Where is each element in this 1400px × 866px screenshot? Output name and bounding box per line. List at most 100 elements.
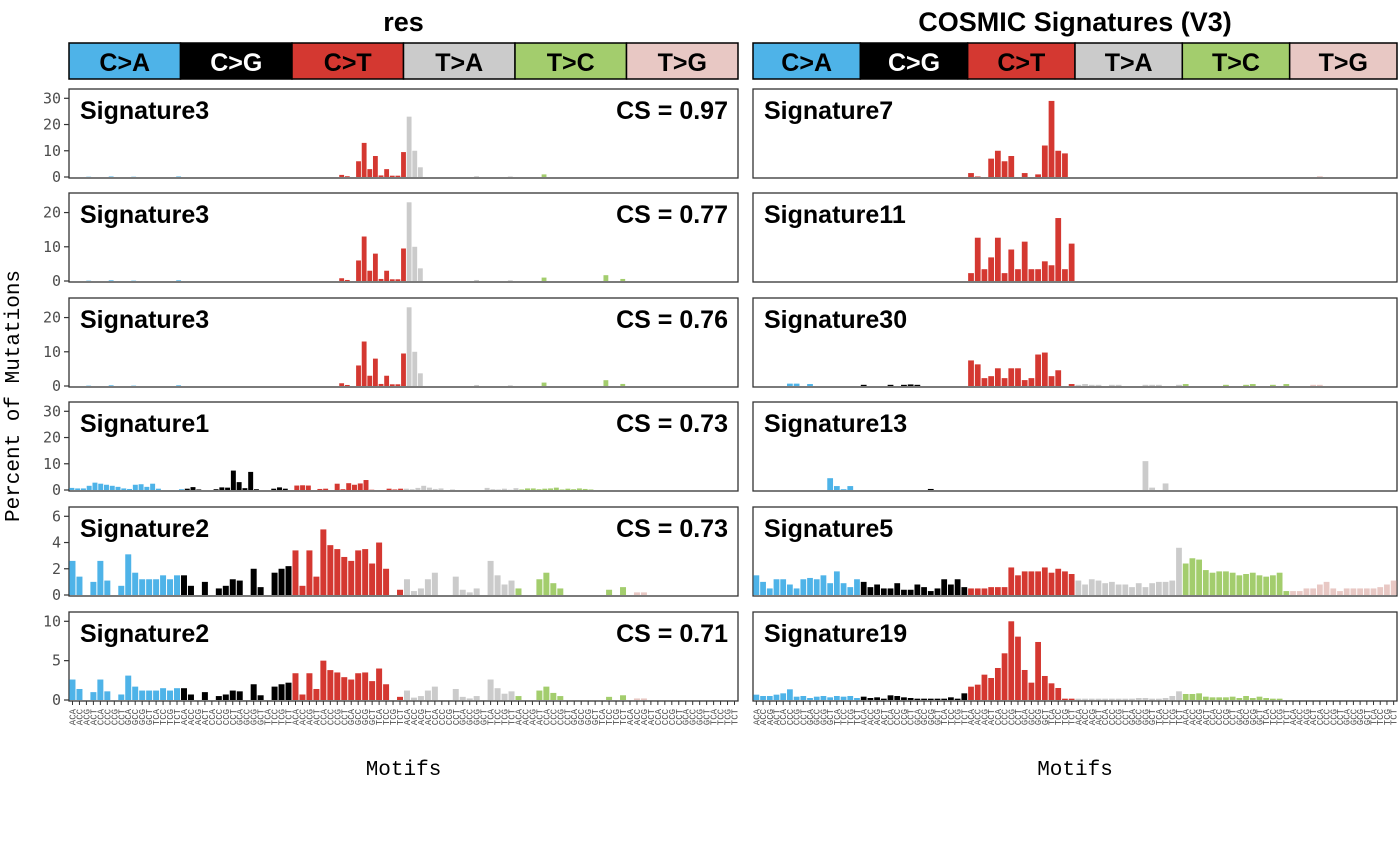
bar xyxy=(372,253,378,281)
bar xyxy=(1370,588,1377,595)
motif-label: ACC xyxy=(633,708,643,725)
bar xyxy=(1028,682,1035,700)
bar xyxy=(813,696,820,700)
motif-label: GCT xyxy=(145,708,155,725)
class-band-label: C>A xyxy=(781,49,832,77)
bar xyxy=(1062,571,1068,595)
bar xyxy=(69,487,75,490)
panel-signature3-3: 0 10 20 Signature3 CS = 0.76 xyxy=(43,297,739,395)
bar xyxy=(412,150,418,177)
bar xyxy=(339,174,345,177)
bar xyxy=(1202,570,1209,595)
cosine-similarity-label: CS = 0.71 xyxy=(616,620,728,648)
motif-label: CCA xyxy=(1316,708,1326,725)
bar xyxy=(766,588,773,595)
bar xyxy=(833,695,840,700)
bar xyxy=(406,307,412,386)
y-tick-label: 0 xyxy=(52,377,61,395)
bar xyxy=(1115,584,1122,595)
bar xyxy=(180,688,187,700)
motif-label: CCC xyxy=(1001,708,1011,725)
bar xyxy=(1155,698,1162,700)
bar xyxy=(334,483,340,490)
motif-label: TCG xyxy=(166,709,176,725)
motif-label: GCC xyxy=(131,708,141,725)
bar xyxy=(346,483,352,490)
bar xyxy=(921,698,927,700)
bar xyxy=(907,589,914,595)
bar xyxy=(1249,384,1256,386)
bar xyxy=(501,693,508,700)
y-tick-label: 20 xyxy=(43,429,61,447)
bar xyxy=(773,579,780,595)
bar xyxy=(1223,384,1229,386)
motif-label: CCT xyxy=(1014,708,1024,725)
bar xyxy=(127,488,133,490)
bar xyxy=(1068,698,1075,700)
motif-label: ACT xyxy=(987,708,997,725)
bar xyxy=(1316,176,1323,177)
bar xyxy=(507,176,513,177)
signature-name: Signature1 xyxy=(80,410,209,438)
motif-label: CCT xyxy=(340,708,350,725)
bar xyxy=(146,690,153,700)
bar xyxy=(340,489,346,490)
bar xyxy=(1055,687,1062,700)
bar xyxy=(452,688,459,700)
bar xyxy=(541,382,547,386)
bar xyxy=(395,175,401,177)
bar xyxy=(401,353,406,386)
class-band-T>G xyxy=(625,42,739,80)
bar xyxy=(271,686,278,700)
bar xyxy=(927,488,934,490)
motif-label: CCA xyxy=(542,708,552,725)
motif-label: ACT xyxy=(880,708,890,725)
bar xyxy=(840,583,847,595)
bar xyxy=(367,169,373,177)
bar xyxy=(1001,378,1008,386)
bar xyxy=(1088,579,1095,595)
motif-label: GCG xyxy=(1034,709,1044,725)
bar xyxy=(1035,269,1041,281)
x-axis: ACAACCACGACTCCACCCCCGCCTGCAGCCGCGGCTTCAT… xyxy=(752,701,1400,725)
motif-label: TCA xyxy=(264,708,274,725)
bar xyxy=(410,591,417,595)
bar xyxy=(236,482,242,490)
motif-label: ACC xyxy=(187,708,197,725)
x-axis-title: Motifs xyxy=(366,759,442,782)
signature-name: Signature5 xyxy=(764,515,893,543)
panel-frame xyxy=(752,401,1398,492)
bar xyxy=(395,384,401,386)
cosine-similarity-label: CS = 0.73 xyxy=(616,515,728,543)
bar xyxy=(80,488,86,490)
bar xyxy=(1236,575,1243,595)
class-band-T>C xyxy=(1181,42,1291,80)
bar xyxy=(901,697,907,700)
motif-label: GCG xyxy=(473,709,483,725)
motif-label: ACG xyxy=(766,709,776,725)
bar xyxy=(1216,697,1223,700)
bar xyxy=(421,485,427,490)
bar xyxy=(361,142,367,177)
bar xyxy=(376,668,383,700)
bar xyxy=(153,690,160,700)
bar xyxy=(557,696,564,700)
bar xyxy=(1062,269,1068,281)
bar xyxy=(474,176,480,177)
bar xyxy=(1008,368,1015,386)
motif-label: CCT xyxy=(1336,708,1346,725)
motif-label: GCA xyxy=(1128,708,1138,725)
class-band-label: T>G xyxy=(658,49,707,77)
motif-label: ACA xyxy=(180,708,190,725)
bar xyxy=(1350,588,1357,595)
class-band-label: C>T xyxy=(997,49,1045,77)
bar xyxy=(1048,572,1055,595)
bar xyxy=(229,690,236,700)
motif-label: ACA xyxy=(967,708,977,725)
bar xyxy=(787,383,793,386)
y-tick-label: 0 xyxy=(52,586,61,604)
bar xyxy=(225,487,231,490)
bar xyxy=(426,487,432,490)
bar xyxy=(507,280,513,281)
bar xyxy=(490,489,496,490)
